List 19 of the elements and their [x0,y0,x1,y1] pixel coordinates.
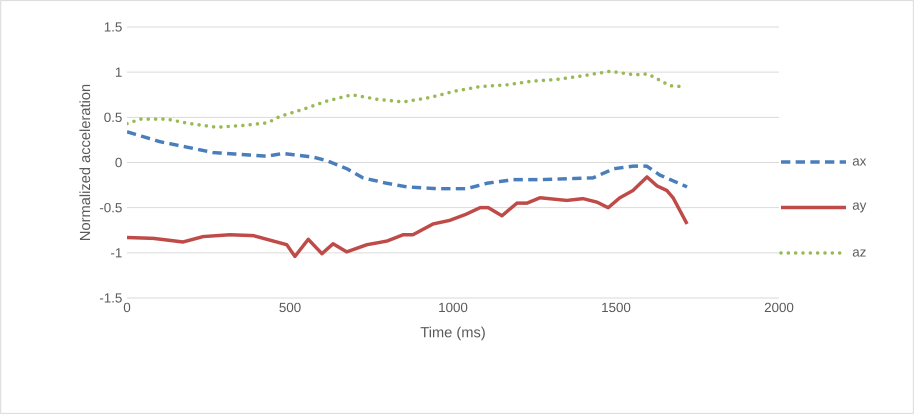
x-tick-label: 500 [279,302,301,312]
y-tick-label: 1.5 [104,22,122,32]
x-axis-title: Time (ms) [420,326,485,340]
y-axis-title: Normalized acceleration [79,84,90,240]
x-tick-label: 0 [124,302,130,312]
y-tick-label: -1 [111,248,122,258]
y-tick-label: -0.5 [100,202,122,212]
x-tick-label: 1500 [602,302,630,312]
line-series [127,130,689,190]
legend-label: az [852,249,866,257]
x-tick-label: 1000 [439,302,468,312]
y-tick-label: -1.5 [100,293,122,303]
line-series [127,175,689,258]
legend-label: ax [852,158,866,166]
y-tick-label: 0.5 [104,112,122,122]
y-tick-label: 0 [115,158,122,168]
y-tick-label: 1 [116,68,122,77]
legend-label: ay [852,202,866,212]
x-tick-label: 2000 [764,302,794,312]
